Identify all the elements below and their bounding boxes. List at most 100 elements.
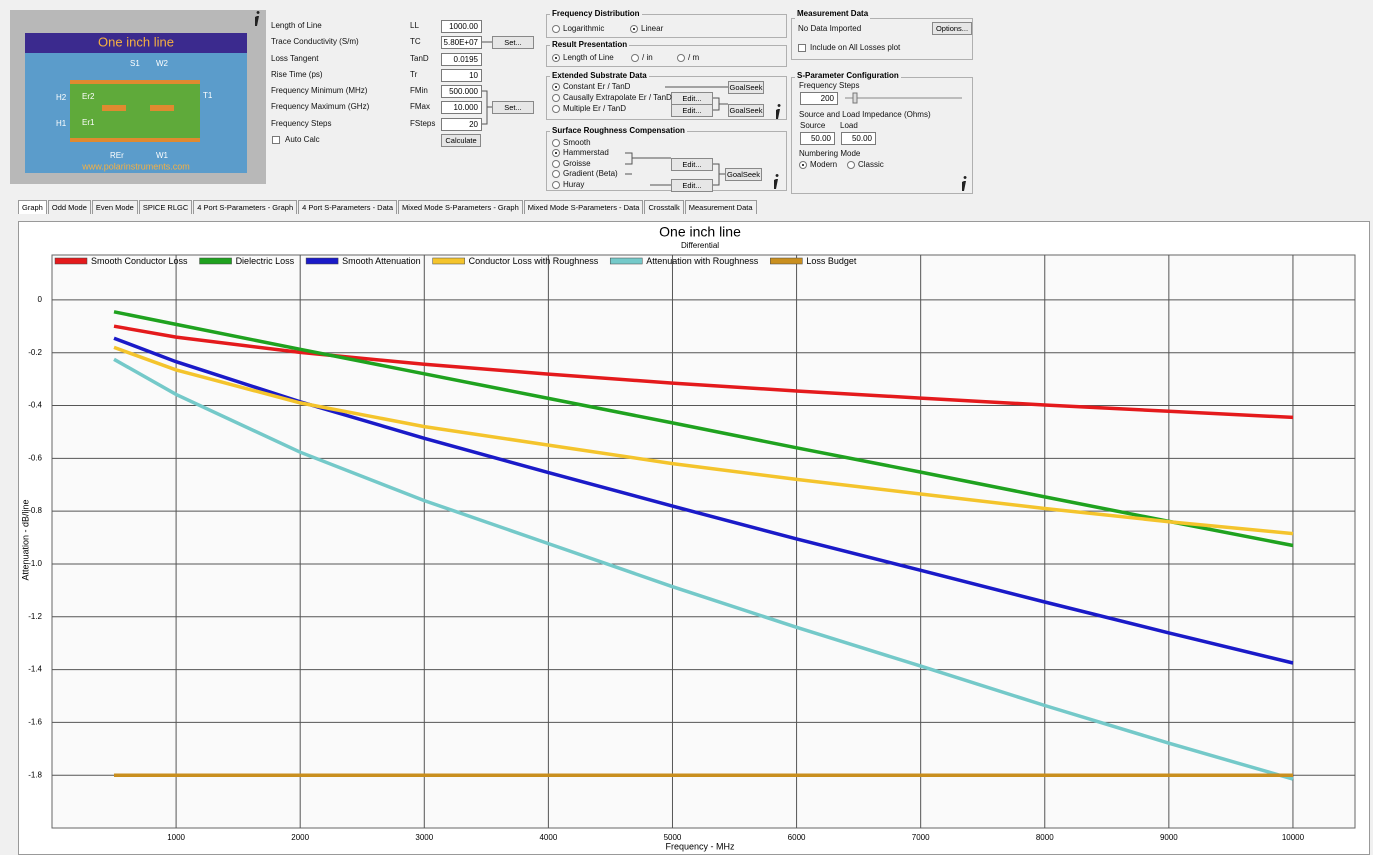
y-tick-label: -0.8 xyxy=(28,506,42,515)
tab[interactable]: Mixed Mode S-Parameters - Data xyxy=(524,200,644,214)
tab[interactable]: Odd Mode xyxy=(48,200,91,214)
x-tick-label: 6000 xyxy=(788,833,806,842)
legend-swatch xyxy=(55,258,87,264)
radio-label: Modern xyxy=(810,160,837,170)
y-tick-label: -1.6 xyxy=(28,717,42,726)
legend-swatch xyxy=(770,258,802,264)
legend-label: Conductor Loss with Roughness xyxy=(469,256,599,266)
radio-label: Groisse xyxy=(563,159,591,169)
legend-label: Attenuation with Roughness xyxy=(646,256,759,266)
checkbox[interactable] xyxy=(798,44,806,52)
field-label: Load xyxy=(840,121,858,131)
tab[interactable]: Graph xyxy=(18,200,47,214)
legend-swatch xyxy=(306,258,338,264)
radio-label: / in xyxy=(642,53,653,63)
input[interactable]: 50.00 xyxy=(841,132,876,145)
field-label: Source xyxy=(800,121,825,131)
legend-swatch xyxy=(610,258,642,264)
checkbox-label: Include on All Losses plot xyxy=(810,43,900,53)
x-tick-label: 8000 xyxy=(1036,833,1054,842)
radio-label: Smooth xyxy=(563,138,591,148)
radio-button[interactable] xyxy=(677,54,685,62)
y-tick-label: -0.2 xyxy=(28,348,42,357)
chart-title: One inch line xyxy=(659,224,741,240)
button[interactable]: Options... xyxy=(932,22,972,35)
tab[interactable]: 4 Port S-Parameters - Data xyxy=(298,200,397,214)
x-tick-label: 2000 xyxy=(291,833,309,842)
radio-label: Length of Line xyxy=(563,53,614,63)
tab[interactable]: Measurement Data xyxy=(685,200,757,214)
y-tick-label: -1.8 xyxy=(28,770,42,779)
radio-label: / m xyxy=(688,53,699,63)
radio-button[interactable] xyxy=(552,54,560,62)
x-tick-label: 10000 xyxy=(1282,833,1305,842)
radio-button[interactable] xyxy=(552,170,560,178)
tab[interactable]: Mixed Mode S-Parameters - Graph xyxy=(398,200,523,214)
radio-button[interactable] xyxy=(552,160,560,168)
radio-label: Constant Er / TanD xyxy=(563,82,630,92)
radio-button[interactable] xyxy=(631,54,639,62)
radio-label: Gradient (Beta) xyxy=(563,169,618,179)
legend-label: Dielectric Loss xyxy=(236,256,295,266)
field-label: Source and Load Impedance (Ohms) xyxy=(799,110,931,120)
legend-swatch xyxy=(433,258,465,264)
radio-label: Logarithmic xyxy=(563,24,604,34)
x-tick-label: 5000 xyxy=(664,833,682,842)
app: One inch line www.polarinstruments.com S… xyxy=(0,0,1373,855)
x-tick-label: 4000 xyxy=(539,833,557,842)
radio-button[interactable] xyxy=(552,105,560,113)
legend-swatch xyxy=(200,258,232,264)
y-tick-label: -1.2 xyxy=(28,612,42,621)
tab[interactable]: SPICE RLGC xyxy=(139,200,192,214)
radio-button[interactable] xyxy=(552,139,560,147)
radio-button[interactable] xyxy=(630,25,638,33)
x-tick-label: 9000 xyxy=(1160,833,1178,842)
x-axis-label: Frequency - MHz xyxy=(665,841,735,851)
radio-button[interactable] xyxy=(552,149,560,157)
radio-button[interactable] xyxy=(847,161,855,169)
button[interactable]: Edit... xyxy=(671,179,713,192)
legend-label: Smooth Attenuation xyxy=(342,256,421,266)
x-tick-label: 1000 xyxy=(167,833,185,842)
radio-label: Multiple Er / TanD xyxy=(563,104,626,114)
button[interactable]: Edit... xyxy=(671,104,713,117)
connector xyxy=(482,91,492,124)
radio-button[interactable] xyxy=(552,25,560,33)
y-tick-label: 0 xyxy=(38,295,43,304)
radio-label: Classic xyxy=(858,160,884,170)
field-label: Frequency Steps xyxy=(799,81,859,91)
field-label: Numbering Mode xyxy=(799,149,860,159)
tab-bar: GraphOdd ModeEven ModeSPICE RLGC4 Port S… xyxy=(18,200,758,214)
y-tick-label: -0.6 xyxy=(28,453,42,462)
legend-label: Loss Budget xyxy=(806,256,857,266)
input[interactable]: 200 xyxy=(800,92,838,105)
chart-subtitle: Differential xyxy=(681,241,719,250)
y-tick-label: -0.4 xyxy=(28,401,42,410)
radio-label: Causally Extrapolate Er / TanD xyxy=(563,93,672,103)
tab[interactable]: 4 Port S-Parameters - Graph xyxy=(193,200,297,214)
group-title: Frequency Distribution xyxy=(550,9,642,19)
x-tick-label: 7000 xyxy=(912,833,930,842)
radio-label: Linear xyxy=(641,24,663,34)
info-icon[interactable] xyxy=(255,11,260,26)
group-title: Result Presentation xyxy=(550,40,629,50)
legend-label: Smooth Conductor Loss xyxy=(91,256,188,266)
tab[interactable]: Crosstalk xyxy=(644,200,683,214)
input[interactable]: 50.00 xyxy=(800,132,835,145)
group-title: Measurement Data xyxy=(795,9,870,19)
chart: One inch line Differential Frequency - M… xyxy=(18,222,1370,855)
x-tick-label: 3000 xyxy=(415,833,433,842)
button[interactable]: GoalSeek xyxy=(728,104,764,117)
radio-button[interactable] xyxy=(552,94,560,102)
radio-button[interactable] xyxy=(799,161,807,169)
button[interactable]: GoalSeek xyxy=(728,81,764,94)
status-text: No Data Imported xyxy=(798,24,861,34)
radio-button[interactable] xyxy=(552,181,560,189)
group-title: S-Parameter Configuration xyxy=(795,71,901,81)
group-title: Surface Roughness Compensation xyxy=(550,126,687,136)
button[interactable]: GoalSeek xyxy=(725,168,762,181)
radio-button[interactable] xyxy=(552,83,560,91)
radio-label: Hammerstad xyxy=(563,148,609,158)
tab[interactable]: Even Mode xyxy=(92,200,138,214)
button[interactable]: Edit... xyxy=(671,158,713,171)
